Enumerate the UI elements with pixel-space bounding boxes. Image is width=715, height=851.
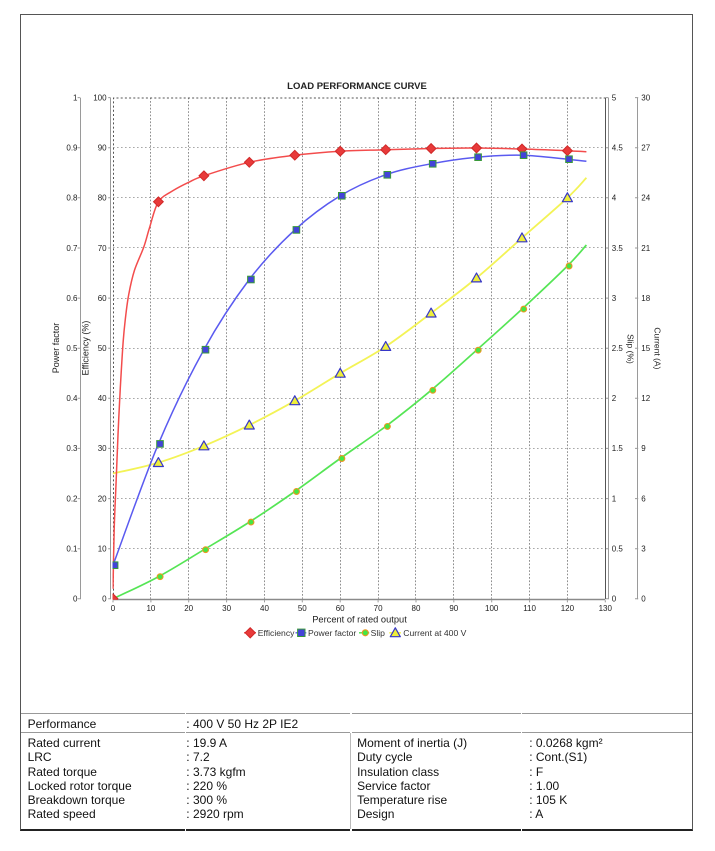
svg-text:Power factor: Power factor: [308, 628, 356, 638]
svg-text:0.2: 0.2: [66, 494, 78, 503]
svg-text:24: 24: [641, 194, 650, 203]
svg-text:0.3: 0.3: [66, 444, 78, 453]
svg-text:6: 6: [641, 494, 646, 503]
svg-text:Percent of rated output: Percent of rated output: [312, 615, 407, 625]
svg-text:90: 90: [449, 604, 458, 613]
svg-text:0: 0: [111, 604, 116, 613]
svg-text:0: 0: [102, 595, 107, 604]
svg-text:100: 100: [485, 604, 499, 613]
svg-text:0: 0: [612, 595, 617, 604]
svg-text:1.5: 1.5: [612, 444, 624, 453]
svg-text:40: 40: [260, 604, 269, 613]
svg-text:Slip (%): Slip (%): [626, 334, 636, 364]
svg-text:30: 30: [641, 93, 650, 102]
svg-text:80: 80: [98, 194, 107, 203]
svg-text:Slip: Slip: [371, 628, 386, 638]
svg-text:LOAD PERFORMANCE CURVE: LOAD PERFORMANCE CURVE: [287, 81, 427, 92]
svg-text:90: 90: [98, 144, 107, 153]
svg-text:3.5: 3.5: [612, 244, 624, 253]
svg-text:Current at 400 V: Current at 400 V: [403, 628, 466, 638]
svg-text:100: 100: [93, 93, 107, 102]
svg-text:10: 10: [98, 545, 107, 554]
svg-text:0.7: 0.7: [66, 244, 78, 253]
svg-text:27: 27: [641, 144, 650, 153]
svg-text:2.5: 2.5: [612, 344, 624, 353]
svg-text:0.6: 0.6: [66, 294, 78, 303]
svg-text:4.5: 4.5: [612, 144, 624, 153]
svg-text:60: 60: [336, 604, 345, 613]
svg-text:21: 21: [641, 244, 650, 253]
svg-text:0: 0: [73, 595, 78, 604]
svg-text:50: 50: [298, 604, 307, 613]
svg-text:130: 130: [599, 604, 613, 613]
svg-text:70: 70: [374, 604, 383, 613]
svg-text:0.1: 0.1: [66, 545, 78, 554]
svg-text:10: 10: [146, 604, 155, 613]
svg-text:0.5: 0.5: [612, 545, 624, 554]
svg-text:1: 1: [612, 494, 617, 503]
svg-text:5: 5: [612, 93, 617, 102]
svg-text:Current (A): Current (A): [652, 327, 662, 369]
svg-text:30: 30: [98, 444, 107, 453]
svg-text:15: 15: [641, 344, 650, 353]
svg-text:Efficiency (%): Efficiency (%): [81, 321, 91, 376]
svg-text:40: 40: [98, 394, 107, 403]
svg-text:12: 12: [641, 394, 650, 403]
svg-text:0: 0: [641, 595, 646, 604]
svg-text:0.5: 0.5: [66, 344, 78, 353]
svg-text:0.9: 0.9: [66, 144, 78, 153]
svg-text:18: 18: [641, 294, 650, 303]
svg-text:4: 4: [612, 194, 617, 203]
svg-text:80: 80: [412, 604, 421, 613]
svg-text:20: 20: [184, 604, 193, 613]
svg-text:30: 30: [222, 604, 231, 613]
svg-text:1: 1: [73, 93, 78, 102]
svg-text:Power factor: Power factor: [51, 323, 61, 374]
svg-text:0.8: 0.8: [66, 194, 78, 203]
svg-text:110: 110: [523, 604, 536, 613]
svg-text:3: 3: [612, 294, 617, 303]
svg-text:0.4: 0.4: [66, 394, 78, 403]
svg-text:9: 9: [641, 444, 646, 453]
svg-text:3: 3: [641, 545, 646, 554]
svg-text:Efficiency: Efficiency: [258, 628, 295, 638]
svg-text:2: 2: [612, 394, 617, 403]
svg-text:50: 50: [98, 344, 107, 353]
svg-text:20: 20: [98, 494, 107, 503]
svg-text:60: 60: [98, 294, 107, 303]
svg-text:70: 70: [98, 244, 107, 253]
svg-text:120: 120: [561, 604, 575, 613]
